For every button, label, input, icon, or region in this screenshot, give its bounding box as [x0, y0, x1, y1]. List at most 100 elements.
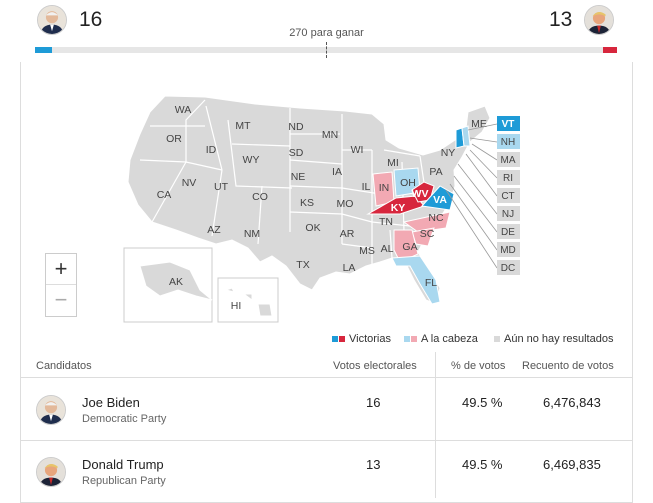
hawaii-shape — [224, 287, 273, 317]
small-state-label: NJ — [502, 209, 514, 220]
state-va[interactable] — [421, 185, 455, 211]
electoral-scoreboard: 16 13 270 para ganar — [0, 0, 653, 62]
state-label: NC — [428, 212, 444, 224]
legend-won: Victorias — [332, 333, 391, 345]
state-label: NY — [441, 147, 456, 159]
state-label: SD — [289, 147, 304, 159]
candidate-party: Republican Party — [82, 475, 166, 487]
state-label: OH — [400, 177, 416, 189]
state-label: MS — [359, 245, 375, 257]
legend-swatch-rep-won — [339, 336, 345, 342]
small-state-de[interactable] — [497, 224, 520, 239]
270-to-win-label: 270 para ganar — [289, 27, 364, 39]
small-state-nj[interactable] — [497, 206, 520, 221]
small-state-label: VT — [502, 119, 515, 130]
small-state-label: MD — [500, 245, 516, 256]
state-label: ME — [471, 118, 487, 130]
state-label: CA — [157, 189, 172, 201]
candidate-vote-pct: 49.5 % — [462, 457, 503, 472]
header-electoral-votes: Votos electorales — [333, 360, 417, 372]
candidate-party: Democratic Party — [82, 413, 167, 425]
small-state-label: CT — [501, 191, 514, 202]
state-nh[interactable] — [461, 125, 471, 147]
small-state-ct[interactable] — [497, 188, 520, 203]
legend-leading-label: A la cabeza — [421, 333, 478, 345]
state-label: WY — [243, 154, 260, 166]
biden-avatar — [37, 5, 67, 35]
legend-no-results-label: Aún no hay resultados — [504, 333, 614, 345]
state-label: WA — [175, 104, 192, 116]
state-label: TN — [379, 216, 393, 228]
state-label: VA — [433, 194, 447, 206]
state-label: NM — [244, 228, 260, 240]
state-label: WI — [351, 144, 364, 156]
state-label: PA — [429, 166, 442, 178]
state-label: LA — [343, 262, 356, 274]
candidate-row-biden[interactable]: Joe Biden Democratic Party 16 49.5 % 6,4… — [20, 379, 633, 441]
state-label: GA — [402, 241, 417, 253]
small-state-label: NH — [501, 137, 515, 148]
legend-swatch-dem-lead — [404, 336, 410, 342]
rep-electoral-score: 13 — [549, 8, 573, 31]
state-label: WV — [412, 188, 429, 200]
zoom-in-button[interactable]: + — [46, 254, 76, 285]
state-label: MI — [387, 157, 399, 169]
small-state-dc[interactable] — [497, 260, 520, 275]
candidate-vote-count: 6,476,843 — [543, 395, 601, 410]
legend-swatch-rep-lead — [411, 336, 417, 342]
legend-no-results: Aún no hay resultados — [494, 333, 613, 345]
candidate-row-trump[interactable]: Donald Trump Republican Party 13 49.5 % … — [20, 441, 633, 503]
candidate-name: Joe Biden — [82, 395, 140, 410]
header-candidates: Candidatos — [36, 360, 92, 372]
state-label: OK — [305, 222, 320, 234]
state-label: CO — [252, 191, 268, 203]
alaska-inset — [123, 247, 213, 323]
dem-progress-fill — [35, 47, 53, 53]
candidate-name: Donald Trump — [82, 457, 164, 472]
state-label: AL — [381, 243, 394, 255]
small-state-md[interactable] — [497, 242, 520, 257]
small-state-label: RI — [503, 173, 513, 184]
state-label: AK — [169, 276, 183, 288]
state-label: FL — [425, 277, 437, 289]
small-state-vt[interactable] — [497, 116, 520, 131]
us-election-map: WA OR CA ID NV MT WY UT AZ CO NM ND SD N… — [123, 95, 520, 323]
state-wv[interactable] — [411, 181, 435, 203]
header-vote-pct: % de votos — [451, 360, 506, 372]
candidate-electoral-votes: 16 — [366, 395, 381, 410]
legend-swatch-dem-won — [332, 336, 338, 342]
legend-swatch-none — [494, 336, 500, 342]
state-label: MO — [337, 198, 354, 210]
candidate-vote-count: 6,469,835 — [543, 457, 601, 472]
rep-progress-fill — [603, 47, 617, 53]
270-threshold-marker — [326, 42, 327, 58]
trump-row-avatar — [36, 457, 66, 487]
results-table-header: Candidatos Votos electorales % de votos … — [20, 358, 633, 378]
results-card — [20, 62, 633, 502]
state-label: KS — [300, 197, 314, 209]
state-label: TX — [296, 259, 309, 271]
zoom-out-button[interactable]: − — [54, 287, 68, 312]
small-state-nh[interactable] — [497, 134, 520, 149]
state-nc[interactable] — [402, 211, 451, 233]
small-state-ri[interactable] — [497, 170, 520, 185]
trump-avatar — [584, 5, 614, 35]
state-label: SC — [420, 228, 435, 240]
map-zoom-control: + − — [45, 253, 77, 317]
state-label: OR — [166, 133, 182, 145]
small-state-label: DC — [501, 263, 515, 274]
state-label: HI — [231, 300, 242, 312]
state-label: MN — [322, 129, 338, 141]
state-label-group: WA OR CA ID NV MT WY UT AZ CO NM ND SD N… — [157, 104, 487, 289]
small-state-ma[interactable] — [497, 152, 520, 167]
state-label: NE — [291, 171, 306, 183]
state-label: AR — [340, 228, 355, 240]
header-vote-count: Recuento de votos — [522, 360, 614, 372]
dem-electoral-score: 16 — [79, 8, 103, 31]
state-label: IN — [379, 182, 390, 194]
state-label: UT — [214, 181, 229, 193]
callout-lines — [445, 123, 498, 269]
state-fl[interactable] — [391, 255, 441, 305]
hawaii-inset — [217, 277, 279, 323]
state-label: NV — [182, 177, 197, 189]
